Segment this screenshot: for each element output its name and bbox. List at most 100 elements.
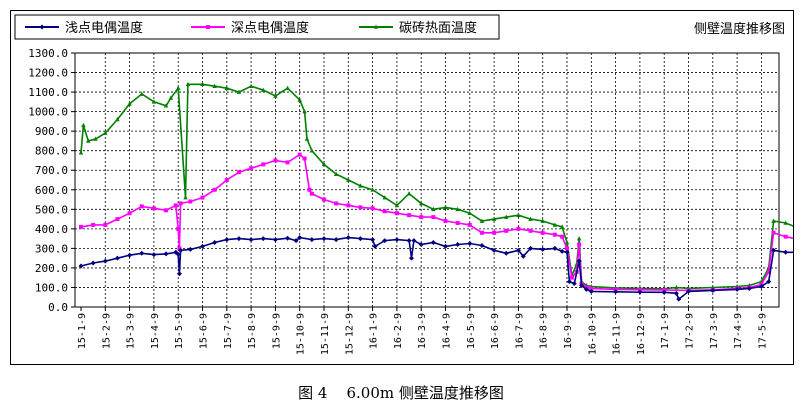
x-tick-label: 15-4-9 [150,313,161,349]
x-tick-label: 16-3-9 [417,313,428,349]
x-tick-label: 17-3-9 [709,313,720,349]
data-point [358,183,363,188]
y-tick-label: 700.0 [35,164,68,177]
data-point [358,205,363,210]
data-point [676,296,682,302]
x-tick-label: 17-4-9 [733,313,744,349]
data-point [322,197,326,202]
x-tick-label: 15-5-9 [174,313,185,349]
data-point [103,222,108,227]
data-point [528,228,533,233]
data-point [467,241,473,246]
data-point [528,245,534,251]
y-tick-label: 100.0 [35,281,68,294]
data-point [559,224,565,229]
data-point [771,230,776,235]
data-point [516,226,521,231]
data-point [200,243,205,249]
data-point [103,130,108,135]
data-point [164,208,169,213]
x-tick-label: 15-11-9 [320,313,331,355]
data-point [479,218,485,223]
data-point [571,281,577,287]
data-point [540,246,546,252]
x-tick-label: 17-1-9 [660,313,671,349]
data-point [686,288,691,294]
x-tick-label: 15-1-9 [77,313,88,349]
data-point [90,260,96,266]
y-tick-label: 200.0 [35,262,68,275]
legend-marker [39,24,45,30]
data-point [758,283,764,289]
data-point [178,201,183,206]
data-point [176,85,181,90]
data-point [394,237,400,243]
data-point [579,283,585,289]
data-point [455,206,460,212]
data-point [394,211,399,216]
data-point [560,234,565,239]
legend-box [14,14,500,40]
data-point [163,103,169,108]
data-point [151,99,157,104]
data-point [114,255,120,261]
data-point [589,286,594,291]
data-point [139,91,144,96]
data-point [188,199,193,204]
data-point [479,242,485,248]
data-point [297,152,302,157]
data-point [187,246,193,252]
data-point [173,203,178,208]
x-tick-label: 15-2-9 [101,313,112,349]
data-point [285,160,290,165]
data-point [406,238,412,244]
data-point [86,138,91,143]
data-point [357,236,363,242]
data-point [183,195,188,200]
series-line [80,236,793,301]
data-point [382,238,388,244]
data-point [249,166,254,171]
data-point [408,255,414,261]
x-tick-label: 16-9-9 [563,313,574,349]
data-point [588,288,594,294]
data-point [565,246,569,251]
x-tick-label: 15-8-9 [247,313,258,349]
data-point [673,290,679,296]
caption-text: 6.00m 侧壁温度推移图 [346,384,504,402]
x-tick-label: 16-7-9 [514,313,525,349]
data-point [273,93,278,98]
data-point [515,247,521,253]
data-point [394,202,400,208]
data-point [564,240,570,245]
y-tick-label: 1200.0 [28,67,68,80]
data-point [504,228,509,233]
x-tick-label: 15-6-9 [199,313,210,349]
chart-svg: 0.0 100.0 200.0 300.0 400.0 500.0 600.0 700.0 80… [14,14,793,355]
data-point [185,81,191,87]
data-point [293,238,299,244]
data-point [734,286,740,292]
data-point [564,249,570,255]
data-point [78,150,84,155]
data-point [613,289,619,295]
data-point [285,85,290,90]
data-point [491,247,497,253]
data-point [637,289,643,295]
data-point [552,232,557,237]
data-point [577,242,582,247]
data-point [81,122,86,128]
chart-title: 侧壁温度推移图 [694,21,785,37]
data-point [559,248,565,254]
data-point [212,240,218,246]
figure-caption: 图 4 6.00m 侧壁温度推移图 [0,382,802,403]
data-point [370,206,375,211]
data-point [661,289,667,295]
x-tick-label: 16-12-9 [636,313,647,355]
data-point [261,87,266,92]
data-point [576,236,582,241]
data-point [127,252,133,258]
data-point [333,171,339,176]
legend-label: 深点电偶温度 [231,20,309,36]
x-tick-label: 16-4-9 [442,313,453,349]
